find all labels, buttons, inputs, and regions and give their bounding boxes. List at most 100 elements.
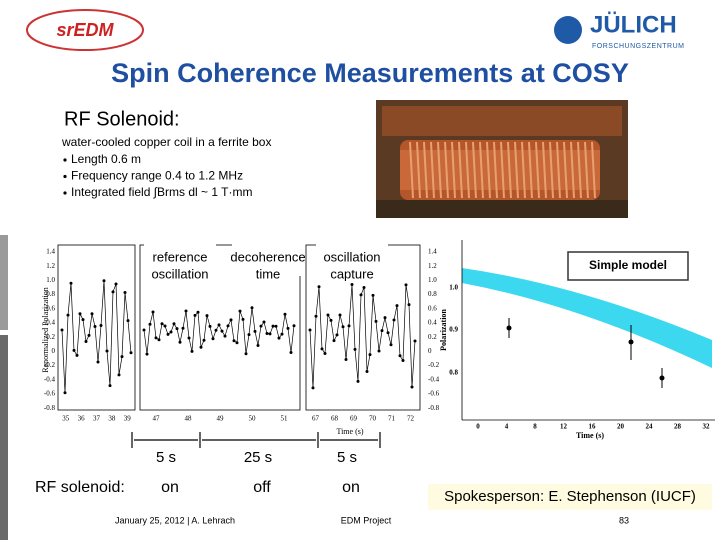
y-tick-label: 1.2	[46, 262, 55, 270]
coil-turn	[577, 141, 582, 199]
logo-right-mark	[554, 16, 582, 44]
y-tick-label: 0.8	[428, 290, 437, 298]
y-tick-label: 1.2	[428, 262, 437, 270]
coil-turn	[556, 141, 561, 199]
y-tick-label: -0.4	[428, 375, 440, 383]
y-tick-label: 0.2	[428, 333, 437, 341]
y-tick-label: 0	[52, 347, 56, 355]
phase-label: oscillation	[151, 266, 208, 281]
y-tick-label: 0.2	[46, 333, 55, 341]
x-tick-label: 12	[560, 423, 568, 431]
coil-turn	[451, 141, 456, 199]
coil-turn	[507, 141, 512, 199]
bullet-list: Length 0.6 m Frequency range 0.4 to 1.2 M…	[63, 152, 252, 199]
y-tick-label: 0.8	[449, 369, 458, 377]
x-tick-label: 68	[331, 415, 339, 423]
y-axis-label: Renormalized Polarization	[41, 287, 50, 373]
phase-label: time	[256, 266, 281, 281]
phase-solenoid: on	[161, 479, 179, 496]
coil-turn	[437, 141, 442, 199]
bullet-dot	[63, 158, 67, 162]
x-tick-label: 20	[617, 423, 625, 431]
bullet: Integrated field ∫Brms dl ~ 1 T·mm	[71, 185, 252, 199]
coil-turn	[570, 141, 575, 199]
description: water-cooled copper coil in a ferrite bo…	[61, 135, 271, 149]
coil-turn	[542, 141, 547, 199]
x-tick-label: 36	[78, 415, 86, 423]
x-tick-label: 72	[407, 415, 415, 423]
logo-left: srEDM	[56, 20, 114, 40]
y-tick-label: 1.0	[428, 276, 437, 284]
label-bg	[316, 242, 388, 258]
y-tick-label: 1.4	[46, 248, 55, 256]
footer-project: EDM Project	[341, 515, 392, 525]
coil-turn	[416, 141, 421, 199]
coil-turn	[472, 141, 477, 199]
right-plot: Simple model Time (s) Polarization 1.0 0.…	[439, 240, 715, 440]
phase-label: capture	[330, 266, 373, 281]
y-tick-label: 1.4	[428, 248, 437, 256]
logo-left-ring	[26, 9, 144, 51]
coil-turn	[423, 141, 428, 199]
coil-turn	[479, 141, 484, 199]
label-bg	[232, 242, 304, 258]
x-tick-label: 8	[533, 423, 537, 431]
y-tick-label: -0.6	[44, 390, 56, 398]
coil-turn	[430, 141, 435, 199]
y-tick-label: 0.9	[449, 326, 458, 334]
coil-turn	[500, 141, 505, 199]
label-bg	[144, 260, 216, 276]
bullet: Frequency range 0.4 to 1.2 MHz	[71, 169, 243, 183]
x-tick-label: 39	[124, 415, 132, 423]
x-tick-label: 4	[505, 423, 509, 431]
coil-turn	[493, 141, 498, 199]
left-plot: Renormalized Polarization Time (s) 1.4 1.…	[41, 244, 440, 436]
y-tick-label: -0.2	[428, 361, 440, 369]
x-tick-label: 37	[93, 415, 101, 423]
x-tick-label: 51	[281, 415, 289, 423]
x-tick-label: 49	[217, 415, 225, 423]
y-tick-label: 0.4	[428, 319, 437, 327]
x-tick-label: 71	[388, 415, 396, 423]
x-axis-label: Time (s)	[576, 431, 604, 440]
coil-turn	[444, 141, 449, 199]
footer-date: January 25, 2012 | A. Lehrach	[115, 515, 235, 525]
coil-turn	[535, 141, 540, 199]
y-axis-label: Polarization	[439, 309, 448, 351]
coil-turn	[521, 141, 526, 199]
phase-label: oscillation	[323, 249, 380, 264]
phase-duration: 5 s	[156, 449, 176, 466]
label-bg	[144, 242, 216, 258]
side-bar	[0, 335, 8, 540]
bullet-dot	[63, 174, 67, 179]
y-tick-label: 0.8	[46, 290, 55, 298]
x-tick-label: 24	[646, 423, 654, 431]
x-tick-label: 69	[350, 415, 358, 423]
x-tick-label: 38	[108, 415, 116, 423]
page-number: 83	[619, 515, 629, 525]
logo-right-sub: FORSCHUNGSZENTRUM	[592, 43, 685, 50]
phase-duration: 25 s	[244, 449, 272, 466]
solenoid-label: RF solenoid:	[35, 479, 125, 496]
y-tick-label: -0.4	[44, 375, 56, 383]
spokesperson-box	[428, 484, 712, 510]
x-tick-label: 48	[185, 415, 193, 423]
y-tick-label: -0.2	[44, 361, 56, 369]
phase-solenoid: on	[342, 479, 360, 496]
bullet-dot	[63, 191, 67, 195]
phase-label: reference	[153, 249, 208, 264]
side-bar	[0, 235, 8, 330]
x-tick-label: 50	[249, 415, 257, 423]
label-bg	[232, 260, 304, 276]
trace	[143, 307, 295, 355]
coil-turn	[591, 141, 596, 199]
y-tick-label: 0.4	[46, 319, 55, 327]
x-tick-label: 32	[703, 423, 711, 431]
trace	[61, 280, 132, 393]
x-axis-label: Time (s)	[336, 427, 363, 436]
coil-turn	[465, 141, 470, 199]
trace	[309, 284, 416, 388]
coil-turn	[528, 141, 533, 199]
title: Spin Coherence Measurements at COSY	[111, 58, 629, 88]
